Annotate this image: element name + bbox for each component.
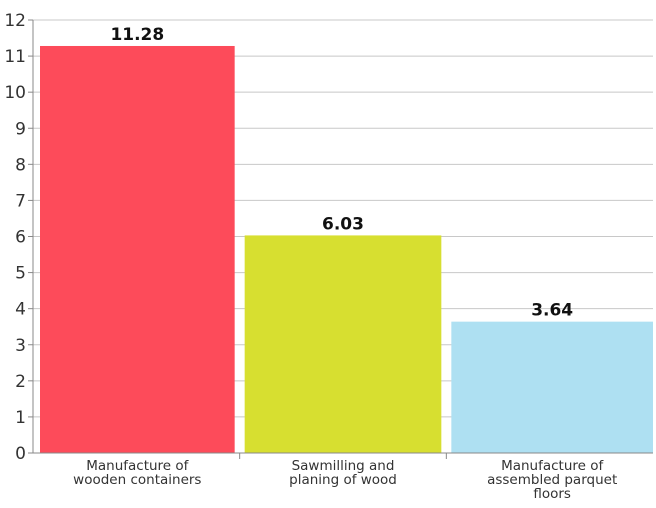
y-tick-label: 4 — [15, 300, 26, 320]
bar-1 — [40, 45, 235, 453]
value-labels: 11.28 6.03 3.64 — [110, 25, 573, 321]
bar-3 — [451, 321, 653, 453]
y-tick-label: 3 — [15, 336, 26, 356]
x-tick-label-2: Sawmilling and planing of wood — [289, 458, 397, 488]
y-tick-label: 9 — [15, 119, 26, 139]
y-tick-label: 8 — [15, 155, 26, 175]
y-tick-label: 10 — [4, 83, 26, 103]
x-tick-label-line: Manufacture of — [501, 458, 604, 474]
data-label-3: 3.64 — [531, 301, 573, 321]
x-tick-label-line: floors — [533, 486, 571, 502]
bar-2 — [244, 235, 442, 453]
data-label-2: 6.03 — [322, 214, 364, 234]
bars — [40, 45, 653, 453]
x-axis: Manufacture of wooden containersSawmillin… — [33, 452, 653, 502]
y-tick-label: 0 — [15, 444, 26, 464]
y-tick-label: 1 — [15, 408, 26, 428]
data-label-1: 11.28 — [110, 25, 164, 45]
x-tick-label-line: planing of wood — [289, 472, 397, 488]
x-tick-label-line: wooden containers — [73, 472, 201, 488]
x-tick-label-1: Manufacture of wooden containers — [73, 458, 201, 488]
y-tick-label: 2 — [15, 372, 26, 392]
y-tick-label: 12 — [4, 11, 26, 31]
y-tick-label: 5 — [15, 264, 26, 284]
x-tick-label-line: assembled parquet — [487, 472, 617, 488]
x-tick-label-line: Sawmilling and — [292, 458, 395, 474]
x-tick-label-line: Manufacture of — [86, 458, 189, 474]
y-tick-label: 6 — [15, 228, 26, 248]
y-tick-label: 7 — [15, 191, 26, 211]
x-tick-label-3: Manufacture of assembled parquet floors — [487, 458, 617, 502]
y-tick-label: 11 — [4, 47, 26, 67]
